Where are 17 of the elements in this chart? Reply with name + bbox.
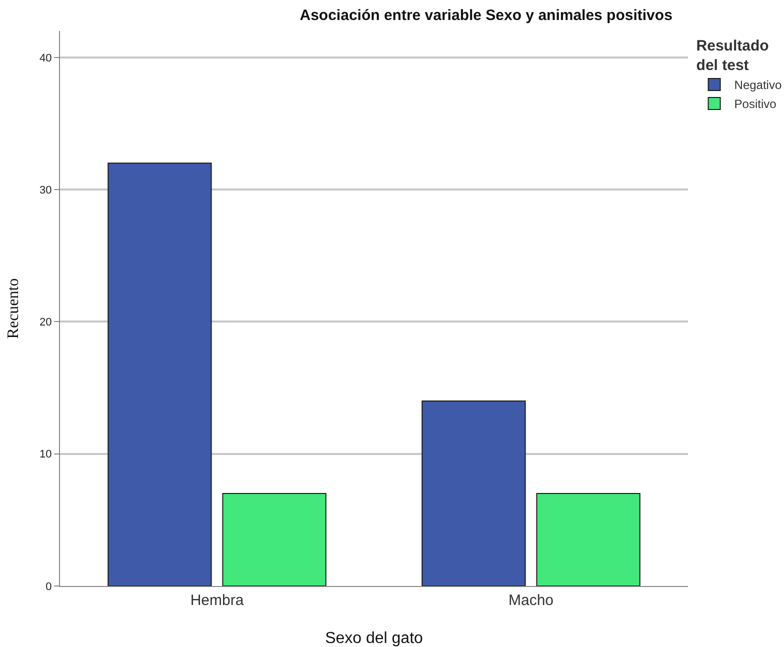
y-tick-label: 30 (40, 184, 52, 196)
bar (108, 162, 212, 586)
x-tick-label: Macho (508, 592, 554, 609)
bar (222, 493, 326, 586)
legend-title: Resultado del test (696, 38, 769, 74)
y-tick-label: 20 (40, 316, 52, 329)
chart-title: Asociación entre variable Sexo y animales positivos (300, 7, 672, 24)
x-tick-label: Hembra (190, 592, 244, 609)
y-tick-label: 0 (46, 580, 52, 593)
legend-label: Positivo (734, 97, 777, 112)
bar (422, 400, 526, 586)
y-tick-label: 10 (40, 448, 52, 461)
y-tick-label: 40 (40, 52, 52, 64)
x-axis-title: Sexo del gato (325, 630, 424, 647)
legend-label: Negativo (734, 78, 782, 92)
bar (536, 493, 640, 586)
y-axis-title: Recuento (5, 278, 22, 339)
